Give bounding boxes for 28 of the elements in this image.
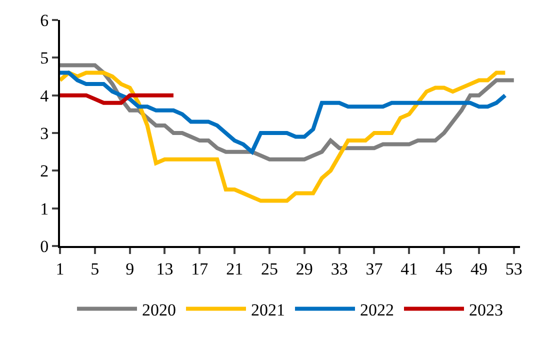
legend-label: 2023 bbox=[469, 300, 503, 320]
x-tick-label: 41 bbox=[400, 259, 418, 278]
line-series bbox=[60, 70, 508, 154]
x-tick-label: 53 bbox=[505, 259, 522, 278]
line-series bbox=[60, 63, 516, 162]
y-tick-label: 2 bbox=[40, 162, 49, 181]
x-tick-label: 17 bbox=[191, 259, 209, 278]
x-tick-label: 13 bbox=[156, 259, 174, 278]
x-tick-label: 25 bbox=[260, 259, 278, 278]
x-tick-label: 37 bbox=[366, 259, 384, 278]
line-series bbox=[60, 70, 508, 203]
x-tick-label: 1 bbox=[56, 259, 64, 278]
x-tick-label: 21 bbox=[226, 259, 244, 278]
x-tick-label: 5 bbox=[90, 259, 100, 278]
y-tick-label: 1 bbox=[40, 199, 49, 218]
y-tick-label: 5 bbox=[40, 48, 49, 68]
y-tick-label: 6 bbox=[40, 10, 49, 30]
x-tick-label: 33 bbox=[330, 259, 348, 278]
y-tick-label: 3 bbox=[40, 124, 49, 143]
y-tick-label: 4 bbox=[40, 86, 50, 106]
x-tick-label: 9 bbox=[126, 259, 134, 278]
x-tick-label: 29 bbox=[296, 259, 313, 278]
legend-label: 2022 bbox=[360, 300, 394, 320]
legend-label: 2020 bbox=[142, 300, 176, 320]
y-tick-label: 0 bbox=[40, 236, 49, 256]
x-tick-label: 49 bbox=[470, 259, 488, 278]
legend-label: 2021 bbox=[251, 300, 285, 320]
x-tick-label: 45 bbox=[436, 259, 453, 278]
